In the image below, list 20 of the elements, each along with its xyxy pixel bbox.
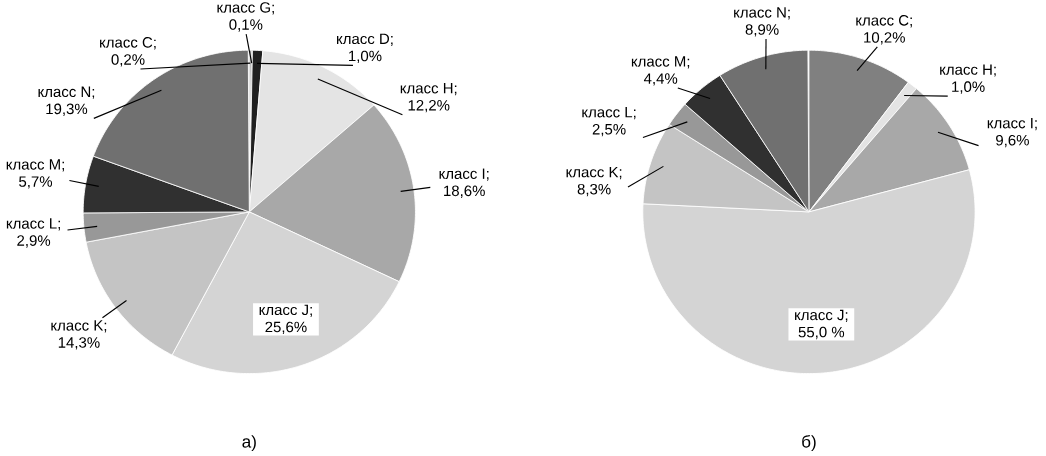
data-label: класс C; 0,2% — [100, 37, 156, 67]
data-label: класс J; 25,6% — [259, 304, 312, 334]
data-label: класс C; 10,2% — [856, 15, 912, 45]
data-label: класс H; 12,2% — [400, 83, 457, 113]
data-label: класс N; 19,3% — [38, 86, 95, 116]
data-label: класс I; 18,6% — [439, 168, 489, 198]
data-label: класс L; 2,5% — [582, 106, 636, 137]
data-label: класс M; 5,7% — [6, 159, 64, 189]
data-label: класс D; 1,0% — [337, 33, 393, 63]
data-label: класс N; 8,9% — [734, 7, 790, 37]
text: б) — [802, 434, 816, 452]
data-label: класс K; 8,3% — [566, 166, 622, 197]
data-label: класс K; 14,3% — [51, 320, 107, 350]
data-label: класс J; 55,0 % — [795, 309, 848, 340]
data-label: класс I; 9,6% — [987, 117, 1037, 148]
data-label: класс G; 0,1% — [217, 2, 274, 32]
data-label: класс H; 1,0% — [940, 64, 996, 94]
data-label: класс M; 4,4% — [631, 56, 690, 86]
text: а) — [242, 435, 256, 452]
data-label: класс L; 2,9% — [6, 218, 60, 248]
